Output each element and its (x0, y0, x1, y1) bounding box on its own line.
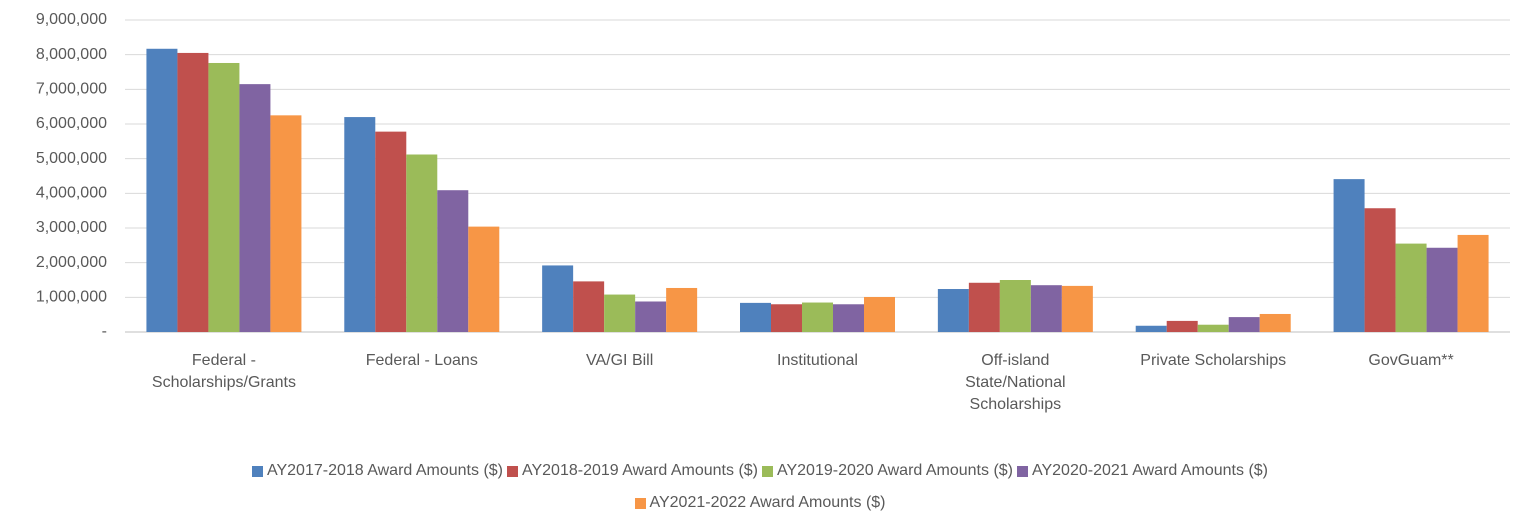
x-tick-label: Federal - Scholarships/Grants (151, 352, 296, 391)
x-tick-label: Institutional (777, 352, 858, 369)
legend-label: AY2020-2021 Award Amounts ($) (1032, 462, 1268, 479)
legend-swatch (762, 465, 773, 477)
bar (771, 304, 802, 332)
legend-label: AY2018-2019 Award Amounts ($) (522, 462, 758, 479)
y-tick-label: 1,000,000 (36, 289, 107, 306)
bar (146, 48, 178, 332)
bar (344, 117, 376, 332)
bar (740, 302, 771, 332)
legend-item: AY2018-2019 Award Amounts ($) (507, 462, 758, 480)
legend-swatch (507, 465, 518, 477)
x-tick-label: VA/GI Bill (586, 352, 654, 369)
bar (635, 301, 667, 332)
bar (802, 302, 833, 332)
bar (1395, 243, 1427, 332)
bar (468, 226, 500, 332)
legend-label: AY2021-2022 Award Amounts ($) (649, 494, 886, 511)
bar (1364, 208, 1396, 332)
bar (1333, 179, 1365, 332)
legend-item: AY2021-2022 Award Amounts ($) (634, 494, 886, 512)
y-tick-label: 8,000,000 (36, 46, 107, 63)
bar (1259, 313, 1291, 332)
bar (968, 282, 1000, 332)
bar (573, 281, 605, 332)
bar (1457, 234, 1489, 332)
bar (375, 131, 407, 332)
y-tick-label: 5,000,000 (36, 150, 107, 167)
x-tick-label: Federal - Loans (365, 352, 478, 369)
x-tick-label: Off-island State/National Scholarships (965, 352, 1066, 413)
legend-item: AY2019-2020 Award Amounts ($) (762, 462, 1013, 480)
legend-swatch (1017, 465, 1028, 477)
bar (208, 62, 240, 333)
x-tick-label: GovGuam** (1368, 352, 1454, 369)
bar (864, 296, 895, 332)
bar (1197, 324, 1229, 332)
bar (437, 190, 469, 332)
legend-item: AY2020-2021 Award Amounts ($) (1017, 462, 1268, 480)
bar (177, 52, 209, 332)
bar (1166, 320, 1198, 332)
bar (666, 287, 698, 332)
y-tick-label: 9,000,000 (36, 11, 107, 28)
bar (1228, 317, 1260, 332)
legend-swatch (634, 497, 646, 509)
bar (833, 304, 864, 332)
legend-label: AY2017-2018 Award Amounts ($) (267, 462, 503, 479)
bar (1030, 285, 1062, 332)
bar (270, 115, 302, 332)
y-tick-label: 3,000,000 (36, 219, 107, 236)
x-tick-label: Private Scholarships (1140, 352, 1287, 369)
y-tick-label: - (102, 323, 107, 340)
legend-swatch (252, 465, 263, 477)
legend-label: AY2019-2020 Award Amounts ($) (777, 462, 1013, 479)
bar (1135, 325, 1167, 332)
bar (406, 154, 438, 332)
bar (937, 289, 969, 332)
bar (239, 84, 271, 332)
legend-item: AY2017-2018 Award Amounts ($) (252, 462, 503, 480)
bar (1426, 247, 1458, 332)
y-tick-label: 7,000,000 (36, 81, 107, 98)
legend: AY2017-2018 Award Amounts ($) AY2018-2019… (220, 462, 1300, 512)
bar (542, 265, 574, 332)
bar (604, 294, 636, 332)
y-tick-label: 6,000,000 (36, 115, 107, 132)
y-tick-label: 2,000,000 (36, 254, 107, 271)
y-tick-label: 4,000,000 (36, 185, 107, 202)
bar (999, 280, 1031, 332)
bar (1061, 285, 1093, 332)
